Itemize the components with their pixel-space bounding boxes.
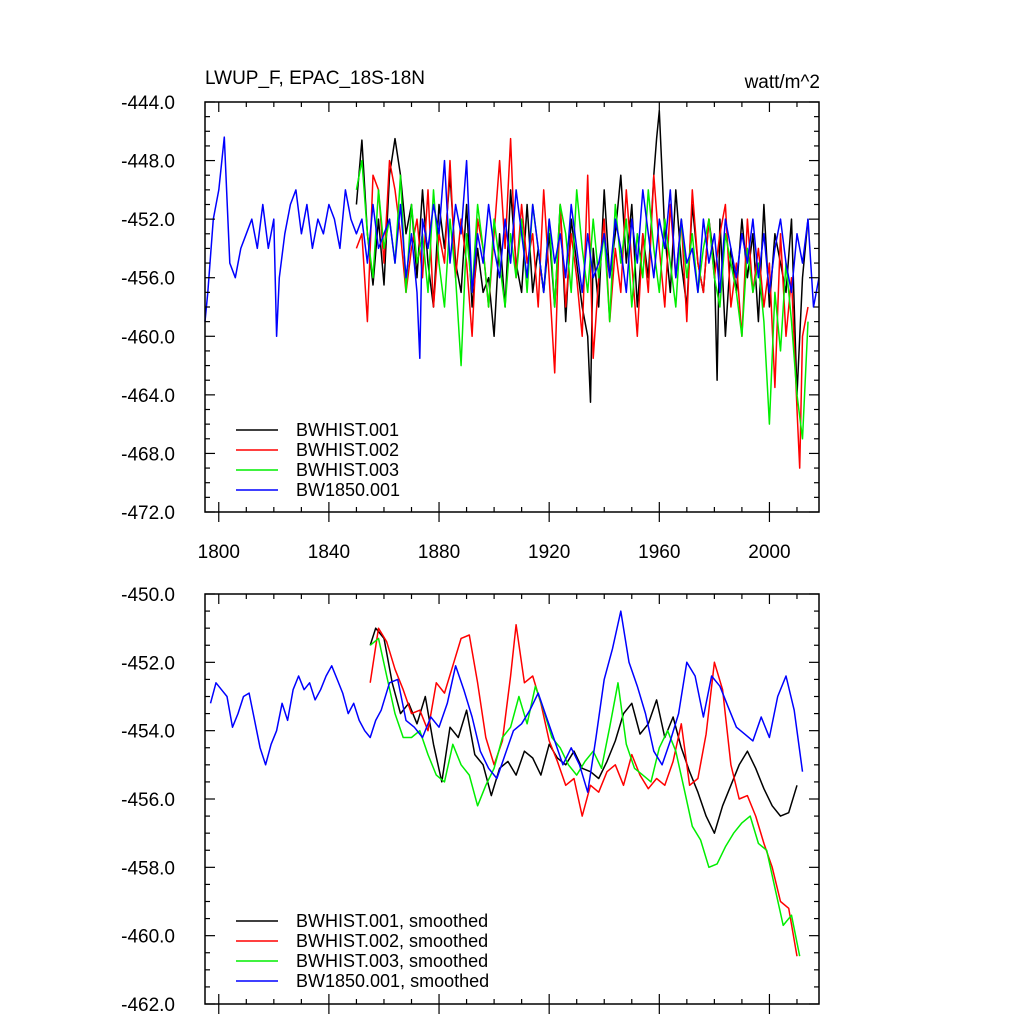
series-line-2 [369,623,798,957]
top-axis-ticks: 1800 1840 1880 1920 1960 2000 -444.0 -448.0 -452… [121,93,819,563]
y-tick-label: -454.0 [121,722,175,743]
bottom-panel: -450.0 -452.0 -454.0 -456.0 -458.0 -460.0 -462… [121,585,820,1016]
y-tick-label: -458.0 [121,858,175,879]
x-tick-label: 1880 [418,542,460,563]
top-series-layer [204,110,820,469]
y-tick-label: -456.0 [121,269,175,290]
legend-label: BWHIST.002 [296,440,399,460]
x-tick-label: 1840 [308,542,350,563]
top-title: LWUP_F, EPAC_18S-18N [205,68,425,89]
bottom-axis-ticks: -450.0 -452.0 -454.0 -456.0 -458.0 -460.0 -462… [121,585,819,1016]
y-tick-label: -444.0 [121,93,175,114]
y-tick-label: -452.0 [121,210,175,231]
y-tick-label: -460.0 [121,327,175,348]
legend-label: BWHIST.003, smoothed [296,951,488,971]
y-tick-label: -450.0 [121,585,175,606]
legend-label: BW1850.001, smoothed [296,971,489,991]
x-tick-label: 1920 [528,542,570,563]
y-tick-label: -456.0 [121,790,175,811]
series-line-3 [369,637,801,957]
series-line-1 [369,627,798,834]
y-tick-label: -462.0 [121,995,175,1016]
top-panel: LWUP_F, EPAC_18S-18N watt/m^2 1800 1840 18… [121,68,820,563]
y-tick-label: -448.0 [121,152,175,173]
x-tick-label: 2000 [748,542,790,563]
y-tick-label: -452.0 [121,653,175,674]
y-tick-label: -468.0 [121,444,175,465]
bottom-series-layer [209,610,804,957]
legend-label: BWHIST.003 [296,460,399,480]
top-units: watt/m^2 [744,72,820,93]
legend-label: BW1850.001 [296,480,400,500]
series-line-4 [204,136,820,360]
series-line-4 [209,610,804,793]
legend-label: BWHIST.002, smoothed [296,931,488,951]
y-tick-label: -460.0 [121,927,175,948]
x-tick-label: 1800 [198,542,240,563]
y-tick-label: -472.0 [121,503,175,524]
y-tick-label: -464.0 [121,386,175,407]
legend-label: BWHIST.001 [296,420,399,440]
x-tick-label: 1960 [638,542,680,563]
legend-label: BWHIST.001, smoothed [296,911,488,931]
